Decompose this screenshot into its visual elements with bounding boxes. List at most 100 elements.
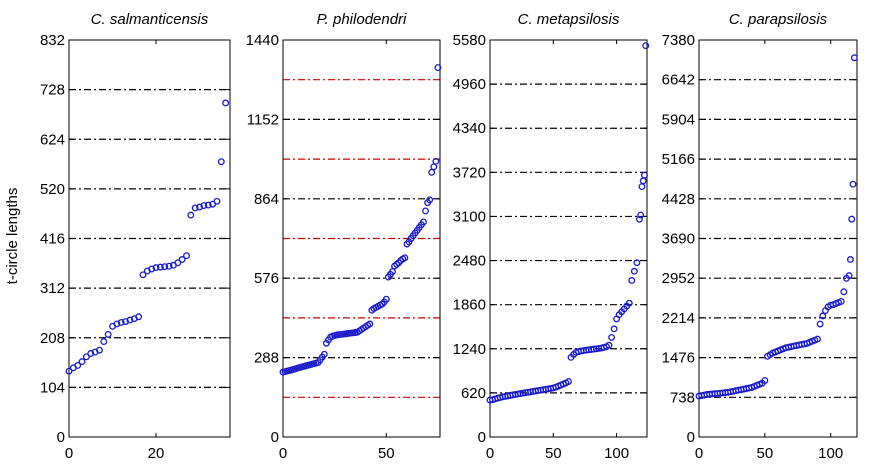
y-tick-label: 0 — [271, 429, 279, 446]
chart-title: P. philodendri — [317, 11, 407, 28]
data-point — [96, 346, 103, 354]
y-tick-label: 0 — [57, 429, 65, 446]
y-tick-label: 624 — [40, 131, 65, 148]
data-point — [204, 201, 212, 209]
y-tick-label: 4428 — [662, 191, 695, 208]
data-point — [608, 333, 615, 341]
y-axis-label: t-circle lengths — [4, 188, 21, 285]
data-point — [761, 377, 769, 384]
data-point — [638, 183, 646, 191]
data-point — [217, 158, 225, 166]
y-tick-label: 208 — [40, 330, 65, 347]
y-tick-label: 0 — [687, 429, 695, 446]
chart-title: C. parapsilosis — [729, 11, 828, 28]
data-point — [65, 367, 73, 375]
y-tick-label: 2952 — [662, 270, 695, 287]
data-point — [819, 312, 827, 320]
data-point — [178, 256, 186, 263]
data-point — [191, 204, 199, 212]
y-tick-label: 5580 — [453, 32, 486, 49]
y-tick-label: 5166 — [662, 151, 695, 168]
data-point — [196, 203, 203, 211]
y-tick-label: 1476 — [662, 350, 695, 367]
x-tick-label: 0 — [65, 445, 73, 462]
chart-panel-2: P. philodendri 0 288 576 864 1152 1440 0 50 — [246, 11, 442, 462]
y-tick-label: 1152 — [247, 111, 279, 128]
data-point — [82, 353, 90, 361]
data-point — [426, 196, 434, 204]
data-point — [156, 263, 164, 271]
y-tick-label: 728 — [40, 82, 65, 99]
data-point — [422, 207, 429, 215]
y-tick-label: 4960 — [453, 76, 486, 93]
data-point — [420, 218, 427, 226]
data-point — [639, 177, 647, 185]
y-tick-label: 5904 — [662, 111, 695, 128]
data-point — [641, 171, 648, 179]
data-point — [135, 313, 143, 321]
data-point — [628, 277, 636, 284]
data-point — [320, 350, 328, 358]
y-tick-label: 2214 — [662, 310, 695, 327]
data-point — [139, 271, 147, 279]
axes-frame — [282, 39, 441, 438]
x-tick-label: 50 — [378, 445, 395, 462]
y-tick-label: 7380 — [662, 32, 695, 49]
y-tick-label: 104 — [40, 379, 65, 396]
x-tick-label: 20 — [148, 445, 165, 462]
chart-panel-4: C. parapsilosis 0 738 1476 2214 2952 3690 4428 5… — [662, 11, 858, 462]
y-tick-label: 832 — [40, 32, 65, 49]
data-point — [432, 157, 440, 165]
data-point — [635, 215, 643, 223]
data-point — [187, 211, 195, 219]
x-tick-label: 0 — [695, 445, 703, 462]
axes-frame — [489, 39, 648, 438]
y-tick-label: 576 — [254, 270, 279, 287]
data-point — [840, 288, 848, 296]
data-point — [401, 254, 409, 262]
y-tick-label: 738 — [670, 389, 695, 406]
x-tick-label: 50 — [545, 445, 562, 462]
chart-title: C. metapsilosis — [518, 11, 620, 28]
y-tick-label: 1240 — [453, 341, 486, 358]
data-point — [200, 202, 208, 210]
y-tick-label: 288 — [254, 350, 279, 367]
data-point — [610, 325, 618, 333]
y-tick-label: 1860 — [453, 297, 486, 314]
data-point — [837, 297, 845, 305]
data-point — [104, 330, 112, 338]
data-point — [78, 358, 86, 366]
data-point — [848, 215, 856, 223]
data-point — [126, 316, 134, 324]
x-tick-label: 100 — [604, 445, 629, 462]
data-point — [850, 54, 858, 62]
data-point — [382, 295, 390, 303]
y-tick-label: 864 — [254, 191, 279, 208]
chart-panel-3: C. metapsilosis 0 620 1240 1860 2480 3100 3720 4… — [453, 11, 650, 462]
data-point — [816, 320, 824, 328]
data-point — [183, 252, 190, 260]
data-point — [625, 299, 633, 307]
data-point — [87, 350, 95, 357]
data-point — [642, 42, 650, 50]
y-tick-label: 1440 — [246, 32, 279, 49]
data-point — [113, 320, 121, 328]
chart-panel-1: C. salmanticensis 0 104 208 312 416 520 624 728 8… — [40, 11, 231, 462]
x-tick-label: 0 — [486, 445, 494, 462]
y-tick-label: 312 — [40, 280, 65, 297]
y-tick-label: 6642 — [662, 72, 695, 89]
data-point — [814, 335, 821, 343]
data-point — [845, 272, 853, 280]
x-tick-label: 50 — [756, 445, 773, 462]
data-point — [165, 262, 173, 270]
data-point — [122, 318, 130, 325]
data-point — [637, 211, 645, 219]
data-point — [434, 64, 442, 72]
y-tick-label: 416 — [40, 231, 65, 248]
y-tick-label: 4340 — [453, 120, 486, 137]
data-point — [849, 180, 857, 188]
y-tick-label: 0 — [478, 429, 486, 446]
x-tick-label: 0 — [279, 445, 287, 462]
data-point — [161, 263, 169, 271]
